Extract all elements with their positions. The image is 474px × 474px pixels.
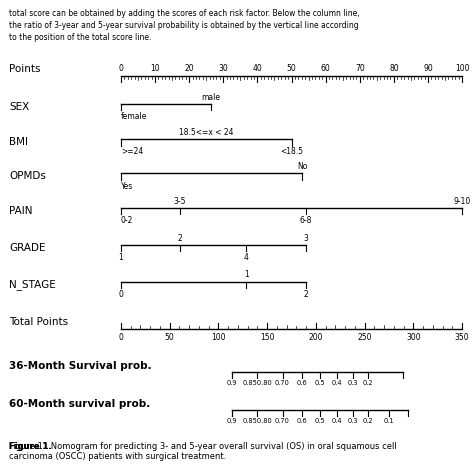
- Text: 9-10: 9-10: [454, 197, 471, 206]
- Text: Figure 1.: Figure 1.: [9, 442, 52, 451]
- Text: male: male: [201, 93, 220, 102]
- Text: 250: 250: [357, 333, 372, 342]
- Text: 0.6: 0.6: [297, 418, 307, 424]
- Text: Yes: Yes: [121, 182, 133, 191]
- Text: No: No: [297, 162, 308, 171]
- Text: 0.3: 0.3: [347, 418, 358, 424]
- Text: 36-Month Survival prob.: 36-Month Survival prob.: [9, 361, 152, 371]
- Text: 0.5: 0.5: [315, 380, 325, 386]
- Text: 2: 2: [303, 290, 308, 299]
- Text: 3-5: 3-5: [174, 197, 186, 206]
- Text: 60-Month survival prob.: 60-Month survival prob.: [9, 399, 151, 409]
- Text: <18.5: <18.5: [280, 147, 303, 156]
- Text: 30: 30: [219, 64, 228, 73]
- Text: 0-2: 0-2: [121, 216, 133, 225]
- Text: total score can be obtained by adding the scores of each risk factor. Below the : total score can be obtained by adding th…: [9, 9, 360, 42]
- Text: Points: Points: [9, 64, 41, 74]
- Text: 200: 200: [309, 333, 323, 342]
- Text: 0.1: 0.1: [383, 418, 394, 424]
- Text: >=24: >=24: [121, 147, 143, 156]
- Text: 0.70: 0.70: [275, 418, 290, 424]
- Text: 0.9: 0.9: [227, 418, 237, 424]
- Text: Figure 1.  Nomogram for predicting 3- and 5-year overall survival (OS) in oral s: Figure 1. Nomogram for predicting 3- and…: [9, 442, 397, 461]
- Text: 0.4: 0.4: [331, 380, 342, 386]
- Text: 0.6: 0.6: [297, 380, 307, 386]
- Text: PAIN: PAIN: [9, 206, 33, 217]
- Text: 150: 150: [260, 333, 274, 342]
- Text: 80: 80: [389, 64, 399, 73]
- Text: 1: 1: [118, 253, 123, 262]
- Text: 0.850.80: 0.850.80: [243, 380, 272, 386]
- Text: Total Points: Total Points: [9, 317, 69, 328]
- Text: 50: 50: [165, 333, 174, 342]
- Text: 0.2: 0.2: [363, 380, 373, 386]
- Text: SEX: SEX: [9, 101, 30, 112]
- Text: 100: 100: [211, 333, 226, 342]
- Text: 90: 90: [423, 64, 433, 73]
- Text: GRADE: GRADE: [9, 243, 46, 253]
- Text: 2: 2: [178, 234, 182, 243]
- Text: 0.9: 0.9: [227, 380, 237, 386]
- Text: 0.70: 0.70: [275, 380, 290, 386]
- Text: 10: 10: [150, 64, 160, 73]
- Text: 0.3: 0.3: [347, 380, 358, 386]
- Text: 0: 0: [118, 290, 123, 299]
- Text: 0.4: 0.4: [331, 418, 342, 424]
- Text: 350: 350: [455, 333, 469, 342]
- Text: OPMDs: OPMDs: [9, 171, 46, 182]
- Text: female: female: [121, 112, 147, 121]
- Text: 40: 40: [253, 64, 262, 73]
- Text: Figure 1.: Figure 1.: [9, 442, 52, 451]
- Text: 0: 0: [118, 333, 123, 342]
- Text: 0.850.80: 0.850.80: [243, 418, 272, 424]
- Text: BMI: BMI: [9, 137, 28, 147]
- Text: 18.5<=x < 24: 18.5<=x < 24: [179, 128, 233, 137]
- Text: 0.2: 0.2: [363, 418, 373, 424]
- Text: 50: 50: [287, 64, 296, 73]
- Text: 1: 1: [244, 270, 249, 279]
- Text: 60: 60: [321, 64, 330, 73]
- Text: 0: 0: [118, 64, 123, 73]
- Text: 100: 100: [455, 64, 469, 73]
- Text: N_STAGE: N_STAGE: [9, 279, 56, 290]
- Text: 3: 3: [303, 234, 308, 243]
- Text: 4: 4: [244, 253, 249, 262]
- Text: 6-8: 6-8: [300, 216, 312, 225]
- Text: 0.5: 0.5: [315, 418, 325, 424]
- Text: 20: 20: [184, 64, 194, 73]
- Text: 300: 300: [406, 333, 421, 342]
- Text: 70: 70: [355, 64, 365, 73]
